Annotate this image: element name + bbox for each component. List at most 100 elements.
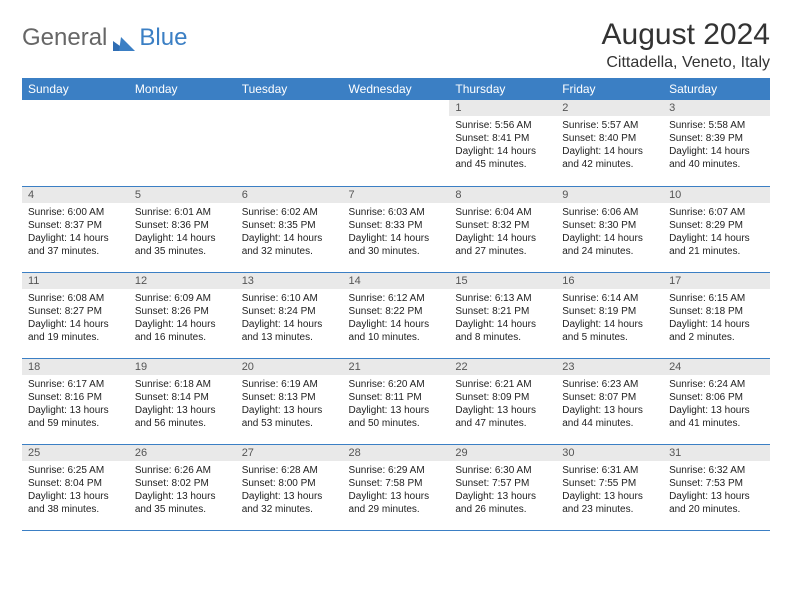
- calendar-day-cell: 28Sunrise: 6:29 AMSunset: 7:58 PMDayligh…: [343, 444, 450, 530]
- sunset-text: Sunset: 8:07 PM: [562, 391, 657, 404]
- sunrise-text: Sunrise: 6:26 AM: [135, 464, 230, 477]
- logo-text-1: General: [22, 24, 107, 52]
- sunrise-text: Sunrise: 6:20 AM: [349, 378, 444, 391]
- sunrise-text: Sunrise: 6:08 AM: [28, 292, 123, 305]
- day-details: Sunrise: 6:23 AMSunset: 8:07 PMDaylight:…: [556, 375, 663, 436]
- calendar-day-cell: 26Sunrise: 6:26 AMSunset: 8:02 PMDayligh…: [129, 444, 236, 530]
- sunset-text: Sunset: 8:32 PM: [455, 219, 550, 232]
- day-number: 6: [236, 187, 343, 203]
- sunset-text: Sunset: 8:02 PM: [135, 477, 230, 490]
- calendar-head: SundayMondayTuesdayWednesdayThursdayFrid…: [22, 78, 770, 100]
- day-details: Sunrise: 6:32 AMSunset: 7:53 PMDaylight:…: [663, 461, 770, 522]
- day-number: 27: [236, 445, 343, 461]
- weekday-header: Monday: [129, 78, 236, 100]
- sunset-text: Sunset: 7:57 PM: [455, 477, 550, 490]
- daylight-text: Daylight: 13 hours and 23 minutes.: [562, 490, 657, 516]
- day-number: 10: [663, 187, 770, 203]
- day-number: 31: [663, 445, 770, 461]
- weekday-header: Thursday: [449, 78, 556, 100]
- calendar-day-cell: 11Sunrise: 6:08 AMSunset: 8:27 PMDayligh…: [22, 272, 129, 358]
- calendar-week-row: 11Sunrise: 6:08 AMSunset: 8:27 PMDayligh…: [22, 272, 770, 358]
- daylight-text: Daylight: 14 hours and 42 minutes.: [562, 145, 657, 171]
- daylight-text: Daylight: 14 hours and 27 minutes.: [455, 232, 550, 258]
- sunrise-text: Sunrise: 6:32 AM: [669, 464, 764, 477]
- sunset-text: Sunset: 8:11 PM: [349, 391, 444, 404]
- daylight-text: Daylight: 13 hours and 41 minutes.: [669, 404, 764, 430]
- daylight-text: Daylight: 13 hours and 29 minutes.: [349, 490, 444, 516]
- sunset-text: Sunset: 8:27 PM: [28, 305, 123, 318]
- sunrise-text: Sunrise: 6:18 AM: [135, 378, 230, 391]
- day-number: 14: [343, 273, 450, 289]
- page-subtitle: Cittadella, Veneto, Italy: [602, 54, 770, 72]
- day-details: Sunrise: 6:15 AMSunset: 8:18 PMDaylight:…: [663, 289, 770, 350]
- day-number: 5: [129, 187, 236, 203]
- day-details: Sunrise: 6:03 AMSunset: 8:33 PMDaylight:…: [343, 203, 450, 264]
- day-details: Sunrise: 6:31 AMSunset: 7:55 PMDaylight:…: [556, 461, 663, 522]
- day-details: Sunrise: 6:01 AMSunset: 8:36 PMDaylight:…: [129, 203, 236, 264]
- day-number: 17: [663, 273, 770, 289]
- day-number: 24: [663, 359, 770, 375]
- weekday-header: Saturday: [663, 78, 770, 100]
- day-number: 9: [556, 187, 663, 203]
- day-details: Sunrise: 6:21 AMSunset: 8:09 PMDaylight:…: [449, 375, 556, 436]
- daylight-text: Daylight: 13 hours and 38 minutes.: [28, 490, 123, 516]
- day-details: Sunrise: 6:06 AMSunset: 8:30 PMDaylight:…: [556, 203, 663, 264]
- sunset-text: Sunset: 7:53 PM: [669, 477, 764, 490]
- calendar-day-cell: 3Sunrise: 5:58 AMSunset: 8:39 PMDaylight…: [663, 100, 770, 186]
- calendar-day-cell: 17Sunrise: 6:15 AMSunset: 8:18 PMDayligh…: [663, 272, 770, 358]
- daylight-text: Daylight: 14 hours and 24 minutes.: [562, 232, 657, 258]
- sunrise-text: Sunrise: 6:14 AM: [562, 292, 657, 305]
- day-details: Sunrise: 5:56 AMSunset: 8:41 PMDaylight:…: [449, 116, 556, 177]
- day-details: Sunrise: 6:19 AMSunset: 8:13 PMDaylight:…: [236, 375, 343, 436]
- calendar-day-cell: 1Sunrise: 5:56 AMSunset: 8:41 PMDaylight…: [449, 100, 556, 186]
- logo: General Blue: [22, 18, 187, 52]
- day-number: 15: [449, 273, 556, 289]
- day-number: 1: [449, 100, 556, 116]
- sunset-text: Sunset: 8:00 PM: [242, 477, 337, 490]
- day-details: Sunrise: 6:28 AMSunset: 8:00 PMDaylight:…: [236, 461, 343, 522]
- sunset-text: Sunset: 8:35 PM: [242, 219, 337, 232]
- weekday-header: Friday: [556, 78, 663, 100]
- calendar-page: General Blue August 2024 Cittadella, Ven…: [0, 0, 792, 612]
- sunrise-text: Sunrise: 6:24 AM: [669, 378, 764, 391]
- day-details: Sunrise: 6:13 AMSunset: 8:21 PMDaylight:…: [449, 289, 556, 350]
- sunset-text: Sunset: 8:26 PM: [135, 305, 230, 318]
- day-number: 13: [236, 273, 343, 289]
- sunrise-text: Sunrise: 6:19 AM: [242, 378, 337, 391]
- sunrise-text: Sunrise: 6:10 AM: [242, 292, 337, 305]
- calendar-day-cell: 30Sunrise: 6:31 AMSunset: 7:55 PMDayligh…: [556, 444, 663, 530]
- sunrise-text: Sunrise: 6:17 AM: [28, 378, 123, 391]
- calendar-day-cell: 16Sunrise: 6:14 AMSunset: 8:19 PMDayligh…: [556, 272, 663, 358]
- sunrise-text: Sunrise: 6:30 AM: [455, 464, 550, 477]
- calendar-day-cell: 7Sunrise: 6:03 AMSunset: 8:33 PMDaylight…: [343, 186, 450, 272]
- daylight-text: Daylight: 13 hours and 50 minutes.: [349, 404, 444, 430]
- day-number: 3: [663, 100, 770, 116]
- day-details: Sunrise: 6:12 AMSunset: 8:22 PMDaylight:…: [343, 289, 450, 350]
- daylight-text: Daylight: 13 hours and 53 minutes.: [242, 404, 337, 430]
- calendar-week-row: 25Sunrise: 6:25 AMSunset: 8:04 PMDayligh…: [22, 444, 770, 530]
- calendar-week-row: 4Sunrise: 6:00 AMSunset: 8:37 PMDaylight…: [22, 186, 770, 272]
- calendar-day-cell: [22, 100, 129, 186]
- sunset-text: Sunset: 8:36 PM: [135, 219, 230, 232]
- daylight-text: Daylight: 14 hours and 13 minutes.: [242, 318, 337, 344]
- day-number: 21: [343, 359, 450, 375]
- day-number: 12: [129, 273, 236, 289]
- calendar-week-row: 1Sunrise: 5:56 AMSunset: 8:41 PMDaylight…: [22, 100, 770, 186]
- day-details: Sunrise: 5:58 AMSunset: 8:39 PMDaylight:…: [663, 116, 770, 177]
- weekday-header: Sunday: [22, 78, 129, 100]
- daylight-text: Daylight: 13 hours and 35 minutes.: [135, 490, 230, 516]
- sunset-text: Sunset: 8:04 PM: [28, 477, 123, 490]
- sunrise-text: Sunrise: 6:09 AM: [135, 292, 230, 305]
- calendar-day-cell: 25Sunrise: 6:25 AMSunset: 8:04 PMDayligh…: [22, 444, 129, 530]
- sunrise-text: Sunrise: 6:29 AM: [349, 464, 444, 477]
- day-details: Sunrise: 6:30 AMSunset: 7:57 PMDaylight:…: [449, 461, 556, 522]
- day-number: 8: [449, 187, 556, 203]
- sunset-text: Sunset: 8:14 PM: [135, 391, 230, 404]
- sunrise-text: Sunrise: 6:23 AM: [562, 378, 657, 391]
- sunrise-text: Sunrise: 6:00 AM: [28, 206, 123, 219]
- calendar-day-cell: 12Sunrise: 6:09 AMSunset: 8:26 PMDayligh…: [129, 272, 236, 358]
- calendar-day-cell: 22Sunrise: 6:21 AMSunset: 8:09 PMDayligh…: [449, 358, 556, 444]
- calendar-day-cell: [129, 100, 236, 186]
- daylight-text: Daylight: 13 hours and 56 minutes.: [135, 404, 230, 430]
- sunset-text: Sunset: 8:16 PM: [28, 391, 123, 404]
